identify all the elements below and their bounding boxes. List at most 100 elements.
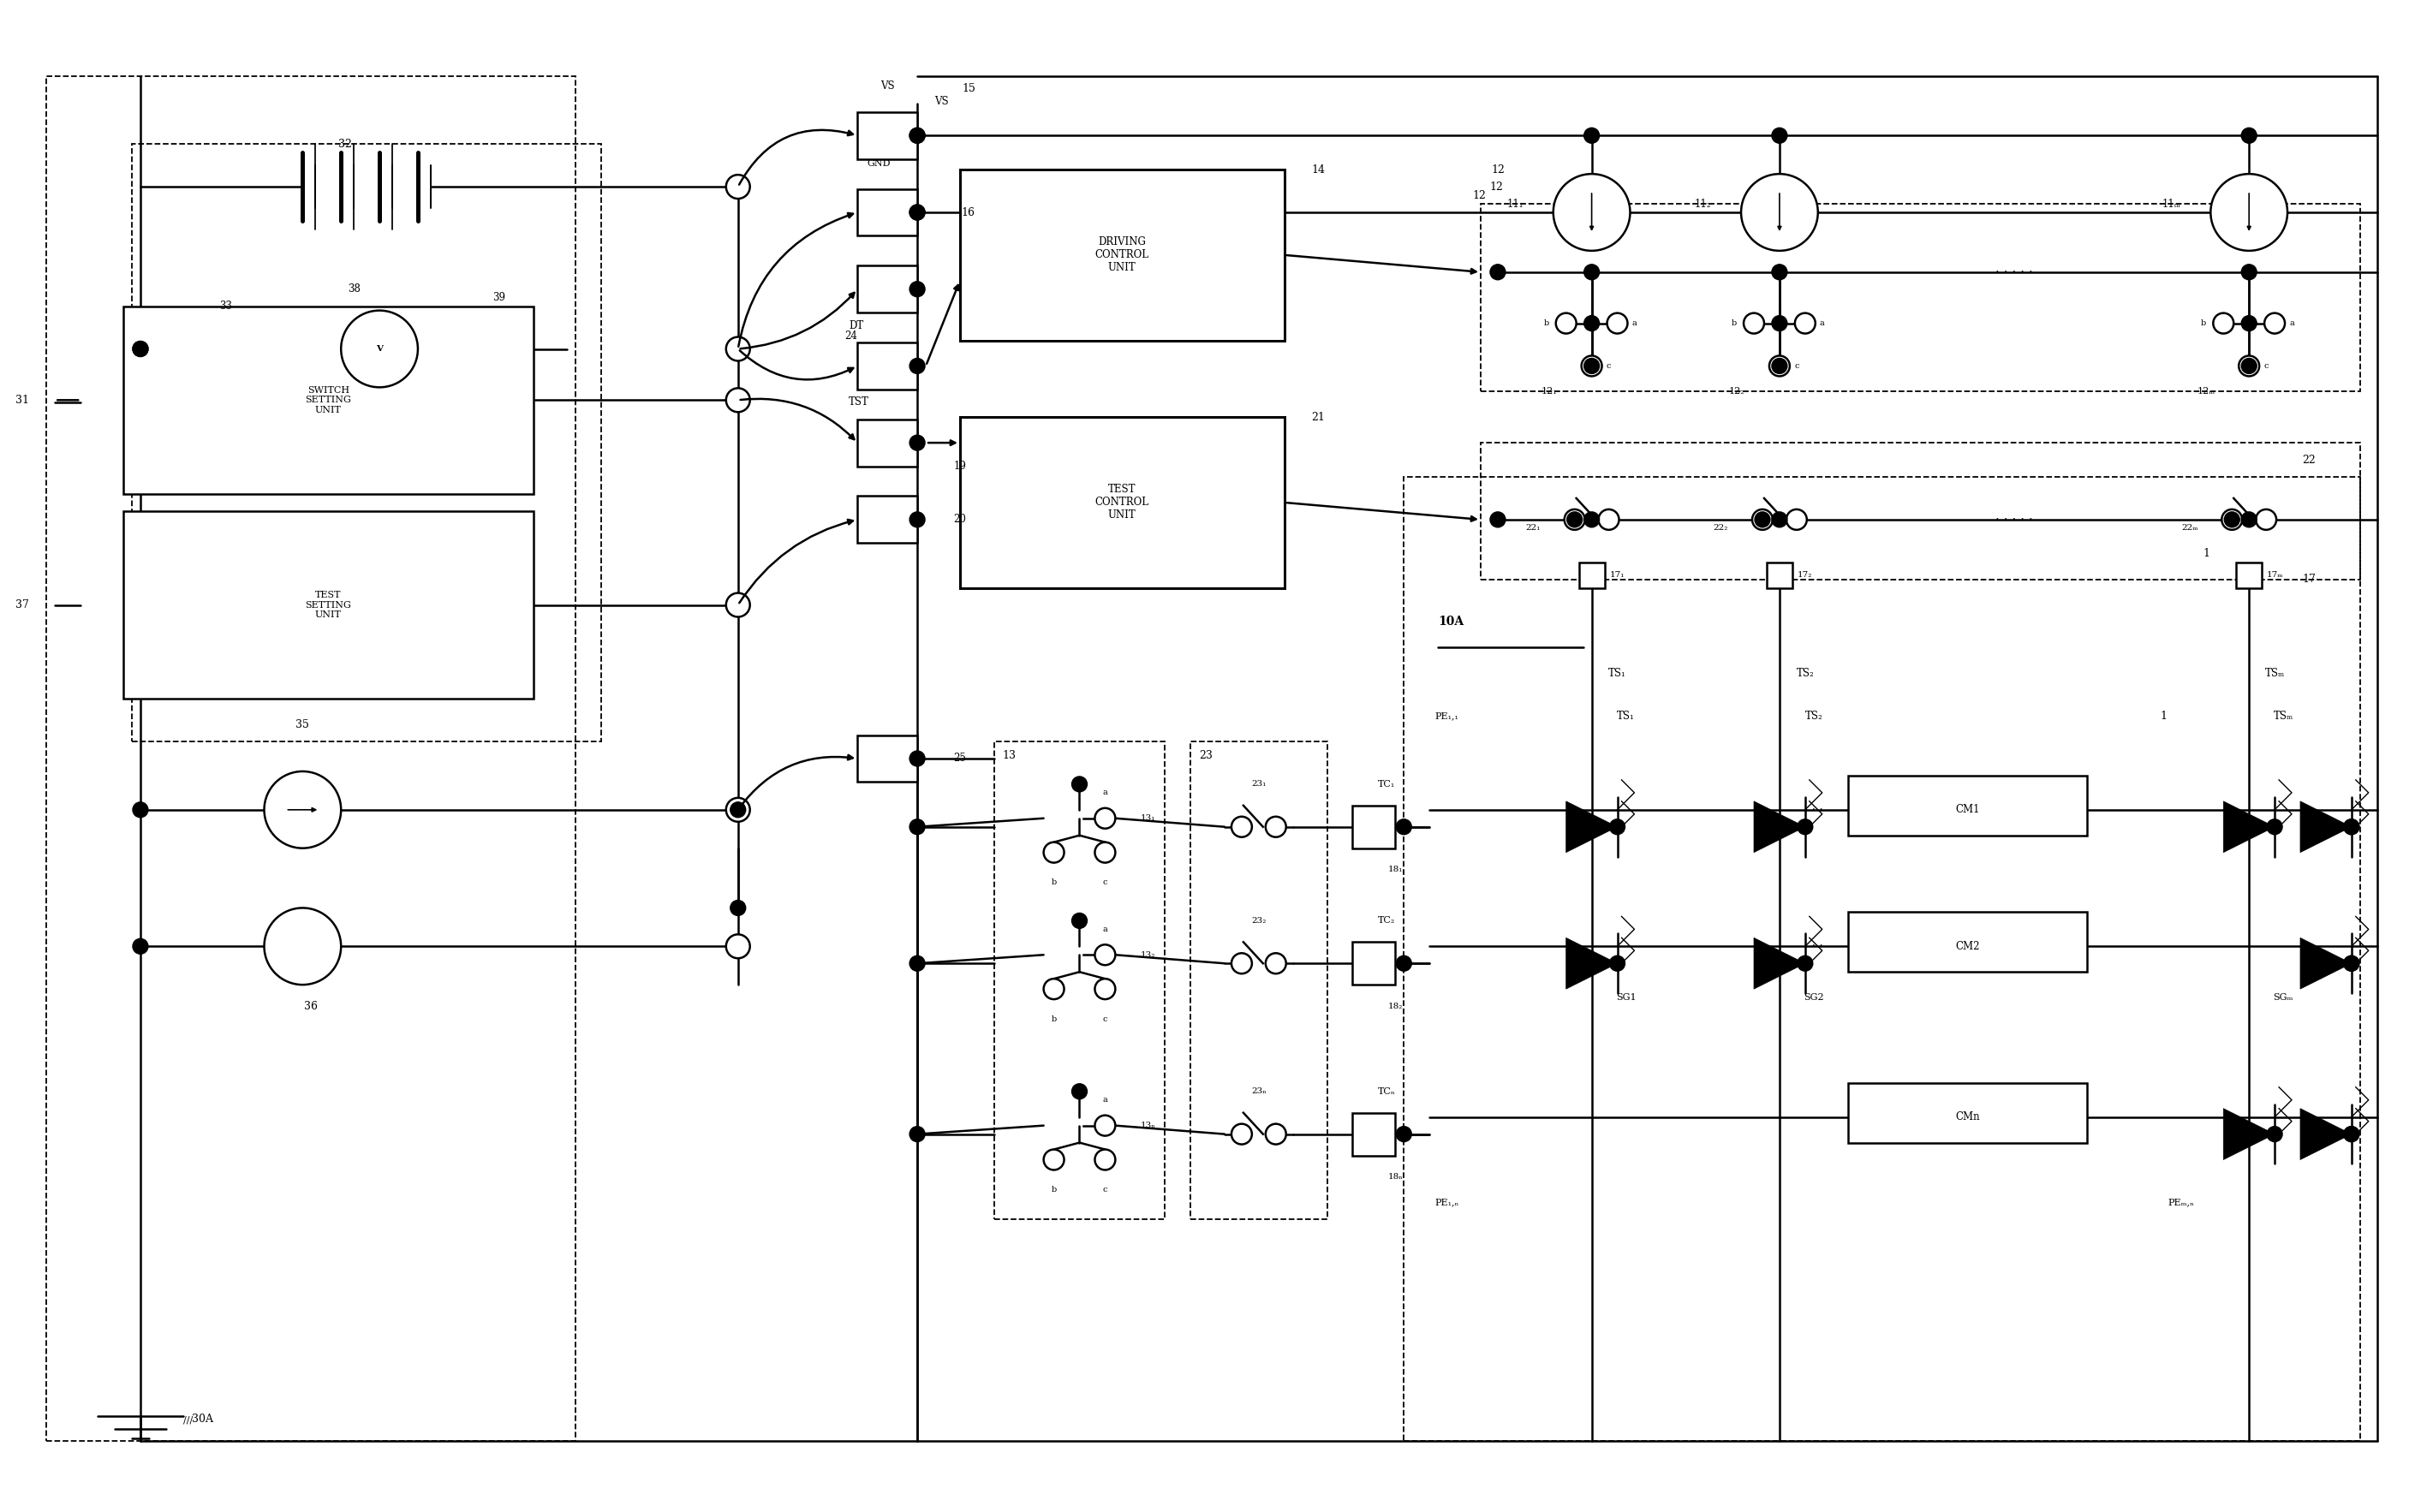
Bar [1192, 741, 1328, 1220]
Text: 33: 33 [218, 301, 233, 311]
Text: 14: 14 [1311, 165, 1325, 175]
Polygon shape [1565, 937, 1616, 989]
Text: c: c [1102, 1185, 1107, 1193]
Polygon shape [2223, 801, 2274, 853]
Circle shape [1798, 820, 1813, 835]
Bar [1847, 912, 2087, 972]
Text: 24: 24 [845, 331, 857, 342]
Circle shape [2223, 513, 2240, 528]
Circle shape [1044, 842, 1063, 863]
Polygon shape [2301, 801, 2352, 853]
Bar [1847, 1083, 2087, 1143]
Circle shape [910, 820, 925, 835]
Bar [1580, 562, 1604, 588]
Circle shape [1553, 174, 1631, 251]
Text: 35: 35 [296, 718, 308, 730]
Circle shape [726, 175, 750, 198]
Polygon shape [2301, 1108, 2352, 1160]
Text: 22₁: 22₁ [1527, 525, 1541, 532]
Circle shape [1095, 1116, 1116, 1136]
Text: TST: TST [849, 396, 869, 408]
Text: b: b [1730, 319, 1738, 327]
Circle shape [910, 129, 925, 144]
Circle shape [910, 435, 925, 451]
Circle shape [1599, 510, 1619, 529]
Bar [857, 419, 917, 466]
Circle shape [1264, 816, 1286, 838]
Circle shape [1396, 820, 1413, 835]
Text: 13₂: 13₂ [1141, 951, 1155, 959]
Text: 22ₘ: 22ₘ [2182, 525, 2199, 532]
Polygon shape [2301, 937, 2352, 989]
Circle shape [1230, 816, 1252, 838]
Bar [857, 112, 917, 159]
Bar [124, 307, 534, 494]
Circle shape [1585, 129, 1599, 144]
Circle shape [1772, 513, 1786, 528]
Text: a: a [1102, 1096, 1107, 1104]
Circle shape [910, 204, 925, 221]
Text: c: c [1102, 1015, 1107, 1022]
Text: 11₁: 11₁ [1507, 198, 1524, 209]
Text: 1: 1 [2160, 711, 2167, 721]
Circle shape [1095, 978, 1116, 999]
Bar [1403, 476, 2359, 1441]
Text: 12: 12 [1490, 165, 1505, 175]
Circle shape [1044, 1149, 1063, 1170]
Circle shape [910, 1126, 925, 1142]
Circle shape [2344, 956, 2359, 971]
Circle shape [2267, 1126, 2281, 1142]
Circle shape [726, 593, 750, 617]
Text: 39: 39 [493, 292, 505, 304]
Circle shape [1796, 313, 1815, 334]
Circle shape [1609, 956, 1626, 971]
Text: 11ₘ: 11ₘ [2162, 198, 2182, 209]
Text: DRIVING
CONTROL
UNIT: DRIVING CONTROL UNIT [1095, 236, 1148, 274]
Circle shape [910, 513, 925, 528]
Text: CMn: CMn [1956, 1111, 1980, 1122]
Text: 12: 12 [1490, 181, 1502, 192]
Circle shape [910, 129, 925, 144]
Text: 1: 1 [2204, 549, 2209, 559]
Text: 22₂: 22₂ [1713, 525, 1728, 532]
Polygon shape [2223, 1108, 2274, 1160]
Bar [961, 417, 1284, 588]
Circle shape [2344, 820, 2359, 835]
Text: 17ₘ: 17ₘ [2267, 572, 2284, 579]
Circle shape [1565, 510, 1585, 529]
Text: 19: 19 [954, 461, 966, 472]
Text: c: c [2264, 361, 2269, 370]
Bar [1480, 204, 2359, 392]
Text: TEST
SETTING
UNIT: TEST SETTING UNIT [306, 591, 352, 618]
Circle shape [2243, 513, 2257, 528]
Circle shape [910, 204, 925, 221]
Text: 31: 31 [15, 395, 29, 405]
Text: 13: 13 [1002, 750, 1017, 761]
Circle shape [2344, 820, 2359, 835]
Circle shape [910, 956, 925, 971]
Text: 13ₙ: 13ₙ [1141, 1122, 1155, 1129]
Circle shape [1490, 513, 1505, 528]
Text: 12₁: 12₁ [1541, 387, 1558, 396]
Circle shape [1230, 1123, 1252, 1145]
Circle shape [1585, 316, 1599, 331]
Text: ///: /// [182, 1415, 192, 1424]
Bar [131, 144, 602, 741]
Text: PE₁,₁: PE₁,₁ [1434, 712, 1459, 720]
Polygon shape [1755, 801, 1806, 853]
Text: 32: 32 [337, 139, 352, 150]
Text: 17: 17 [2301, 573, 2315, 585]
Bar [961, 169, 1284, 340]
Text: a: a [1820, 319, 1825, 327]
Bar [857, 189, 917, 236]
Bar [1480, 443, 2359, 579]
Circle shape [2211, 174, 2286, 251]
Circle shape [2344, 1126, 2359, 1142]
Text: SGₘ: SGₘ [2274, 993, 2294, 1002]
Circle shape [2213, 313, 2233, 334]
Text: SWITCH
SETTING
UNIT: SWITCH SETTING UNIT [306, 386, 352, 414]
Text: 10A: 10A [1439, 615, 1463, 627]
Bar [857, 496, 917, 543]
Circle shape [2238, 355, 2260, 376]
Text: TEST
CONTROL
UNIT: TEST CONTROL UNIT [1095, 484, 1148, 522]
